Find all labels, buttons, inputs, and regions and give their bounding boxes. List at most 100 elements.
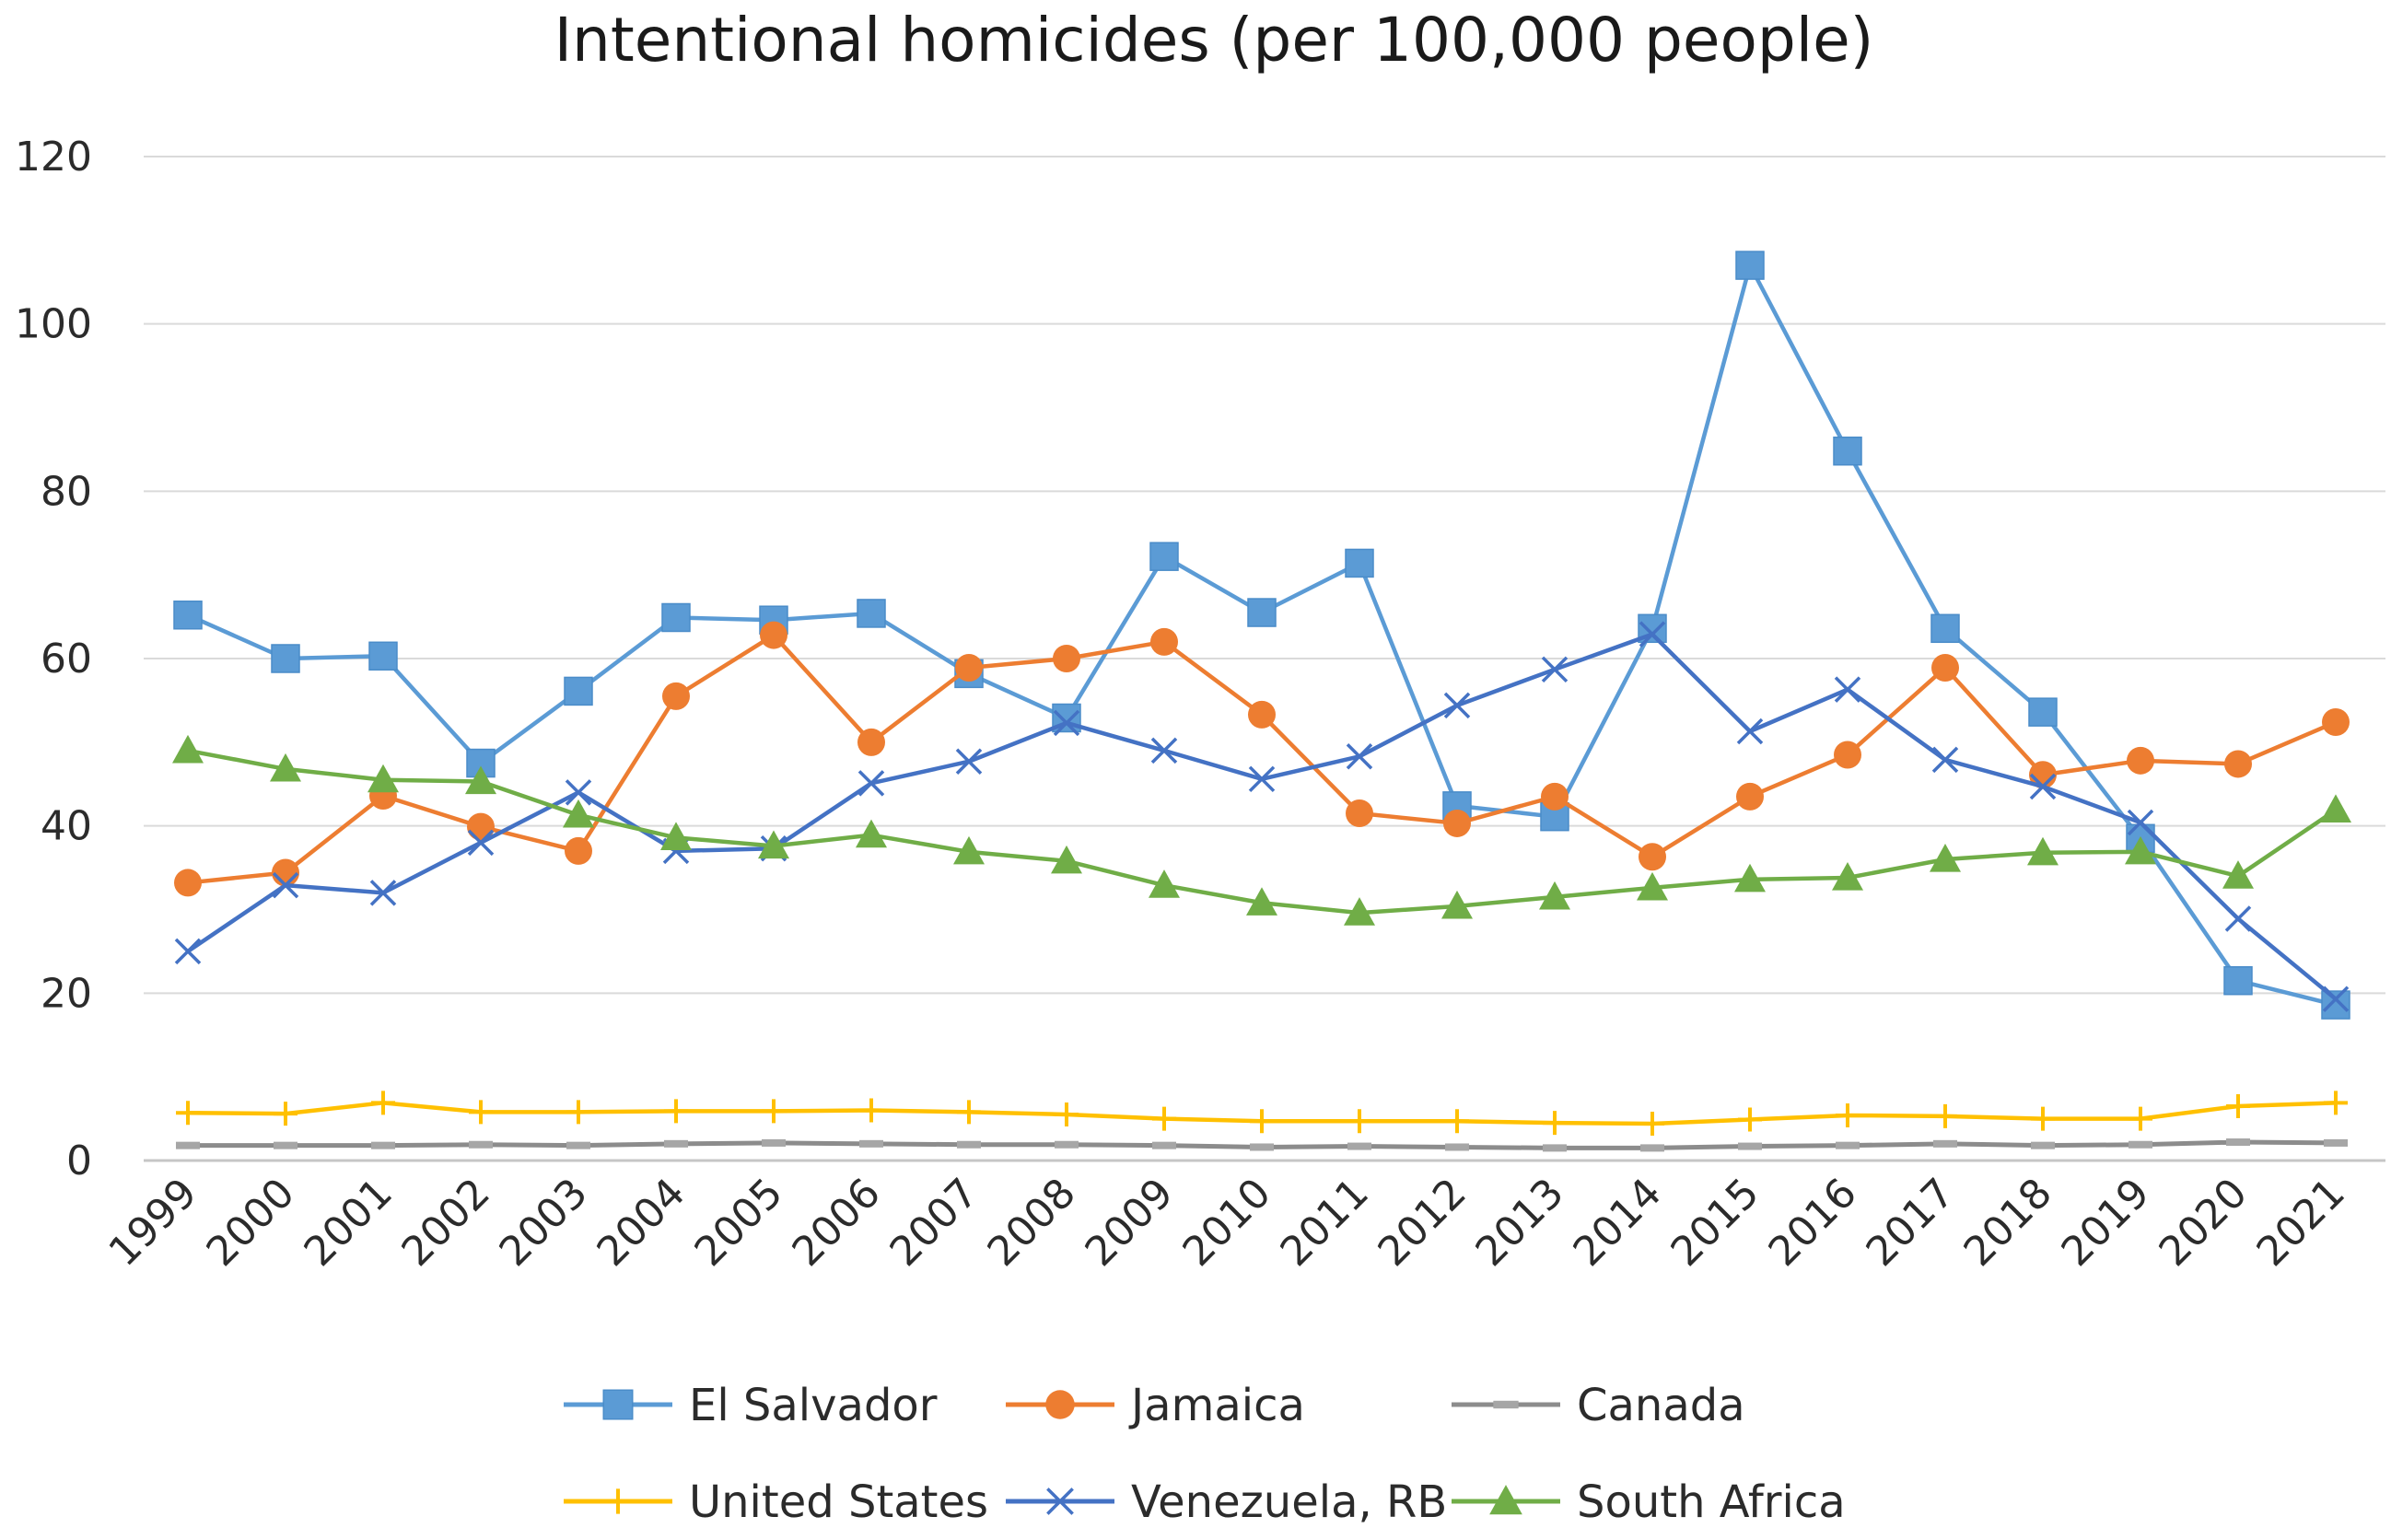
data-point-triangle	[660, 822, 692, 850]
data-point-dash	[469, 1140, 493, 1149]
data-point-circle	[662, 682, 690, 710]
data-point-triangle	[1051, 845, 1082, 874]
y-tick-label: 60	[41, 636, 92, 682]
legend-item-el-salvador: El Salvador	[564, 1380, 938, 1431]
data-point-triangle	[563, 799, 594, 828]
data-point-circle	[857, 728, 885, 756]
data-point-triangle	[172, 734, 204, 764]
x-tick-label: 2001	[296, 1170, 402, 1276]
legend-item-venezuela-rb: Venezuela, RB	[1006, 1476, 1447, 1528]
x-tick-label: 2021	[2248, 1170, 2354, 1276]
data-point-dash	[762, 1138, 786, 1147]
data-point-dash	[2324, 1138, 2348, 1147]
data-point-plus	[762, 1099, 786, 1124]
y-tick-label: 80	[41, 468, 92, 515]
data-point-triangle	[1344, 897, 1375, 926]
data-point-triangle	[1246, 887, 1277, 916]
data-point-x	[1046, 1488, 1074, 1515]
data-point-triangle	[2027, 836, 2059, 866]
data-point-dash	[1055, 1140, 1079, 1149]
data-point-dash	[1640, 1144, 1664, 1152]
series-canada	[176, 1138, 2348, 1152]
data-point-circle	[2127, 746, 2154, 775]
data-point-square	[564, 676, 593, 706]
data-point-plus	[274, 1102, 297, 1126]
legend-label: El Salvador	[689, 1380, 938, 1431]
data-point-x	[2224, 905, 2252, 932]
x-tick-label: 2012	[1370, 1170, 1475, 1276]
data-point-dash	[1543, 1144, 1567, 1152]
data-point-square	[1833, 436, 1862, 466]
data-point-plus	[1347, 1109, 1371, 1134]
x-tick-label: 2000	[198, 1170, 304, 1276]
data-point-circle	[1931, 653, 1959, 682]
data-point-square	[1930, 613, 1960, 644]
legend-item-canada: Canada	[1452, 1380, 1745, 1431]
series-lines	[172, 251, 2351, 1152]
data-point-plus	[664, 1099, 688, 1124]
data-point-dash	[2129, 1140, 2152, 1149]
data-point-dash	[1445, 1143, 1469, 1151]
data-point-triangle	[1637, 871, 1668, 901]
data-point-circle	[1248, 700, 1276, 729]
x-tick-label: 2002	[393, 1170, 499, 1276]
x-tick-label: 2007	[881, 1170, 987, 1276]
gridlines	[144, 156, 2385, 1162]
data-point-plus	[1738, 1107, 1762, 1132]
data-point-dash	[371, 1141, 395, 1149]
data-point-square	[1149, 542, 1179, 571]
x-tick-label: 1999	[100, 1170, 206, 1276]
data-point-x	[1346, 743, 1373, 770]
data-point-x	[1834, 676, 1861, 703]
data-point-square	[1247, 598, 1277, 627]
data-point-square	[661, 602, 691, 633]
data-point-dash	[1933, 1139, 1957, 1148]
data-point-triangle	[953, 835, 985, 865]
data-point-triangle	[758, 830, 789, 859]
data-point-square	[602, 1389, 634, 1420]
data-point-x	[1443, 692, 1471, 719]
data-point-plus	[1055, 1102, 1079, 1127]
data-point-triangle	[1832, 861, 1863, 891]
data-point-circle	[2224, 750, 2252, 778]
data-point-x	[467, 829, 495, 857]
data-point-triangle	[856, 819, 887, 848]
data-point-square	[271, 644, 300, 673]
y-tick-label: 120	[15, 134, 92, 181]
data-point-circle	[1443, 809, 1471, 837]
data-point-circle	[1150, 627, 1178, 656]
legend-label: Jamaica	[1128, 1380, 1305, 1431]
data-point-x	[174, 938, 202, 965]
data-point-dash	[664, 1139, 688, 1148]
data-point-square	[1345, 548, 1374, 578]
data-point-dash	[2031, 1141, 2055, 1149]
y-tick-label: 20	[41, 970, 92, 1017]
data-point-square	[1735, 251, 1765, 280]
x-tick-label: 2017	[1858, 1170, 1964, 1276]
data-point-plus	[371, 1091, 395, 1115]
data-point-x	[2322, 986, 2350, 1012]
data-point-triangle	[1149, 869, 1180, 898]
data-point-dash	[1152, 1141, 1176, 1149]
data-point-dash	[1738, 1142, 1762, 1150]
data-point-x	[369, 880, 397, 906]
x-tick-label: 2014	[1565, 1170, 1671, 1276]
data-point-plus	[859, 1098, 883, 1123]
legend-label: South Africa	[1577, 1476, 1846, 1528]
data-point-dash	[1250, 1143, 1274, 1151]
x-tick-label: 2009	[1077, 1170, 1183, 1276]
data-point-plus	[1836, 1102, 1860, 1127]
chart-title: Intentional homicides (per 100,000 peopl…	[554, 5, 1874, 76]
data-point-dash	[1347, 1142, 1371, 1150]
x-tick-label: 2018	[1955, 1170, 2061, 1276]
data-point-x	[1736, 718, 1764, 745]
data-point-plus	[957, 1100, 981, 1125]
data-point-plus	[1152, 1106, 1176, 1131]
data-point-dash	[859, 1139, 883, 1148]
data-point-plus	[1640, 1112, 1664, 1137]
data-point-dash	[176, 1141, 200, 1149]
y-tick-label: 40	[41, 803, 92, 850]
data-point-plus	[1543, 1111, 1567, 1136]
data-point-triangle	[1441, 890, 1473, 919]
